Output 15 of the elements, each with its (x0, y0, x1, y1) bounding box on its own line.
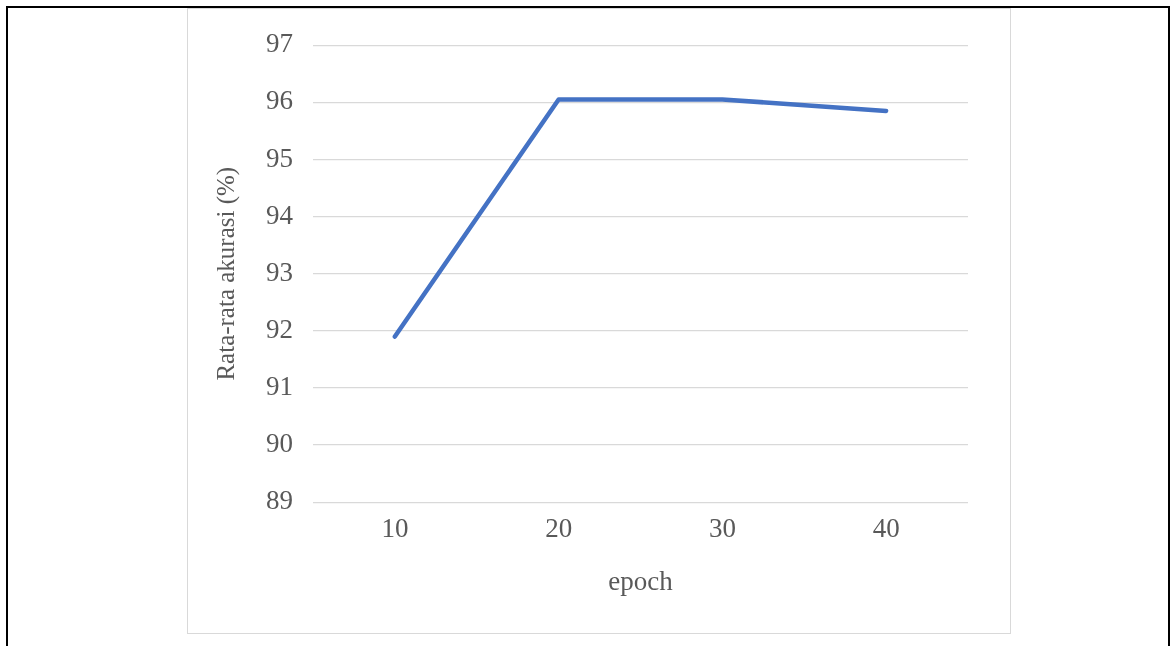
x-tick-label: 40 (872, 513, 900, 544)
y-tick-label: 95 (266, 142, 293, 173)
x-tick-label: 30 (708, 513, 736, 544)
x-tick-label: 10 (381, 513, 409, 544)
y-tick-label: 89 (266, 485, 293, 516)
y-tick-label: 90 (266, 428, 293, 459)
x-axis-title: epoch (608, 565, 674, 596)
y-tick-label: 97 (266, 28, 293, 59)
y-tick-label: 94 (266, 199, 294, 230)
y-axis-title: Rata-rata akurasi (%) (211, 166, 240, 381)
y-tick-label: 91 (266, 371, 293, 402)
y-tick-label: 92 (266, 313, 293, 344)
y-tick-label: 93 (266, 256, 293, 287)
y-tick-label: 96 (266, 85, 293, 116)
x-tick-label: 20 (545, 513, 573, 544)
